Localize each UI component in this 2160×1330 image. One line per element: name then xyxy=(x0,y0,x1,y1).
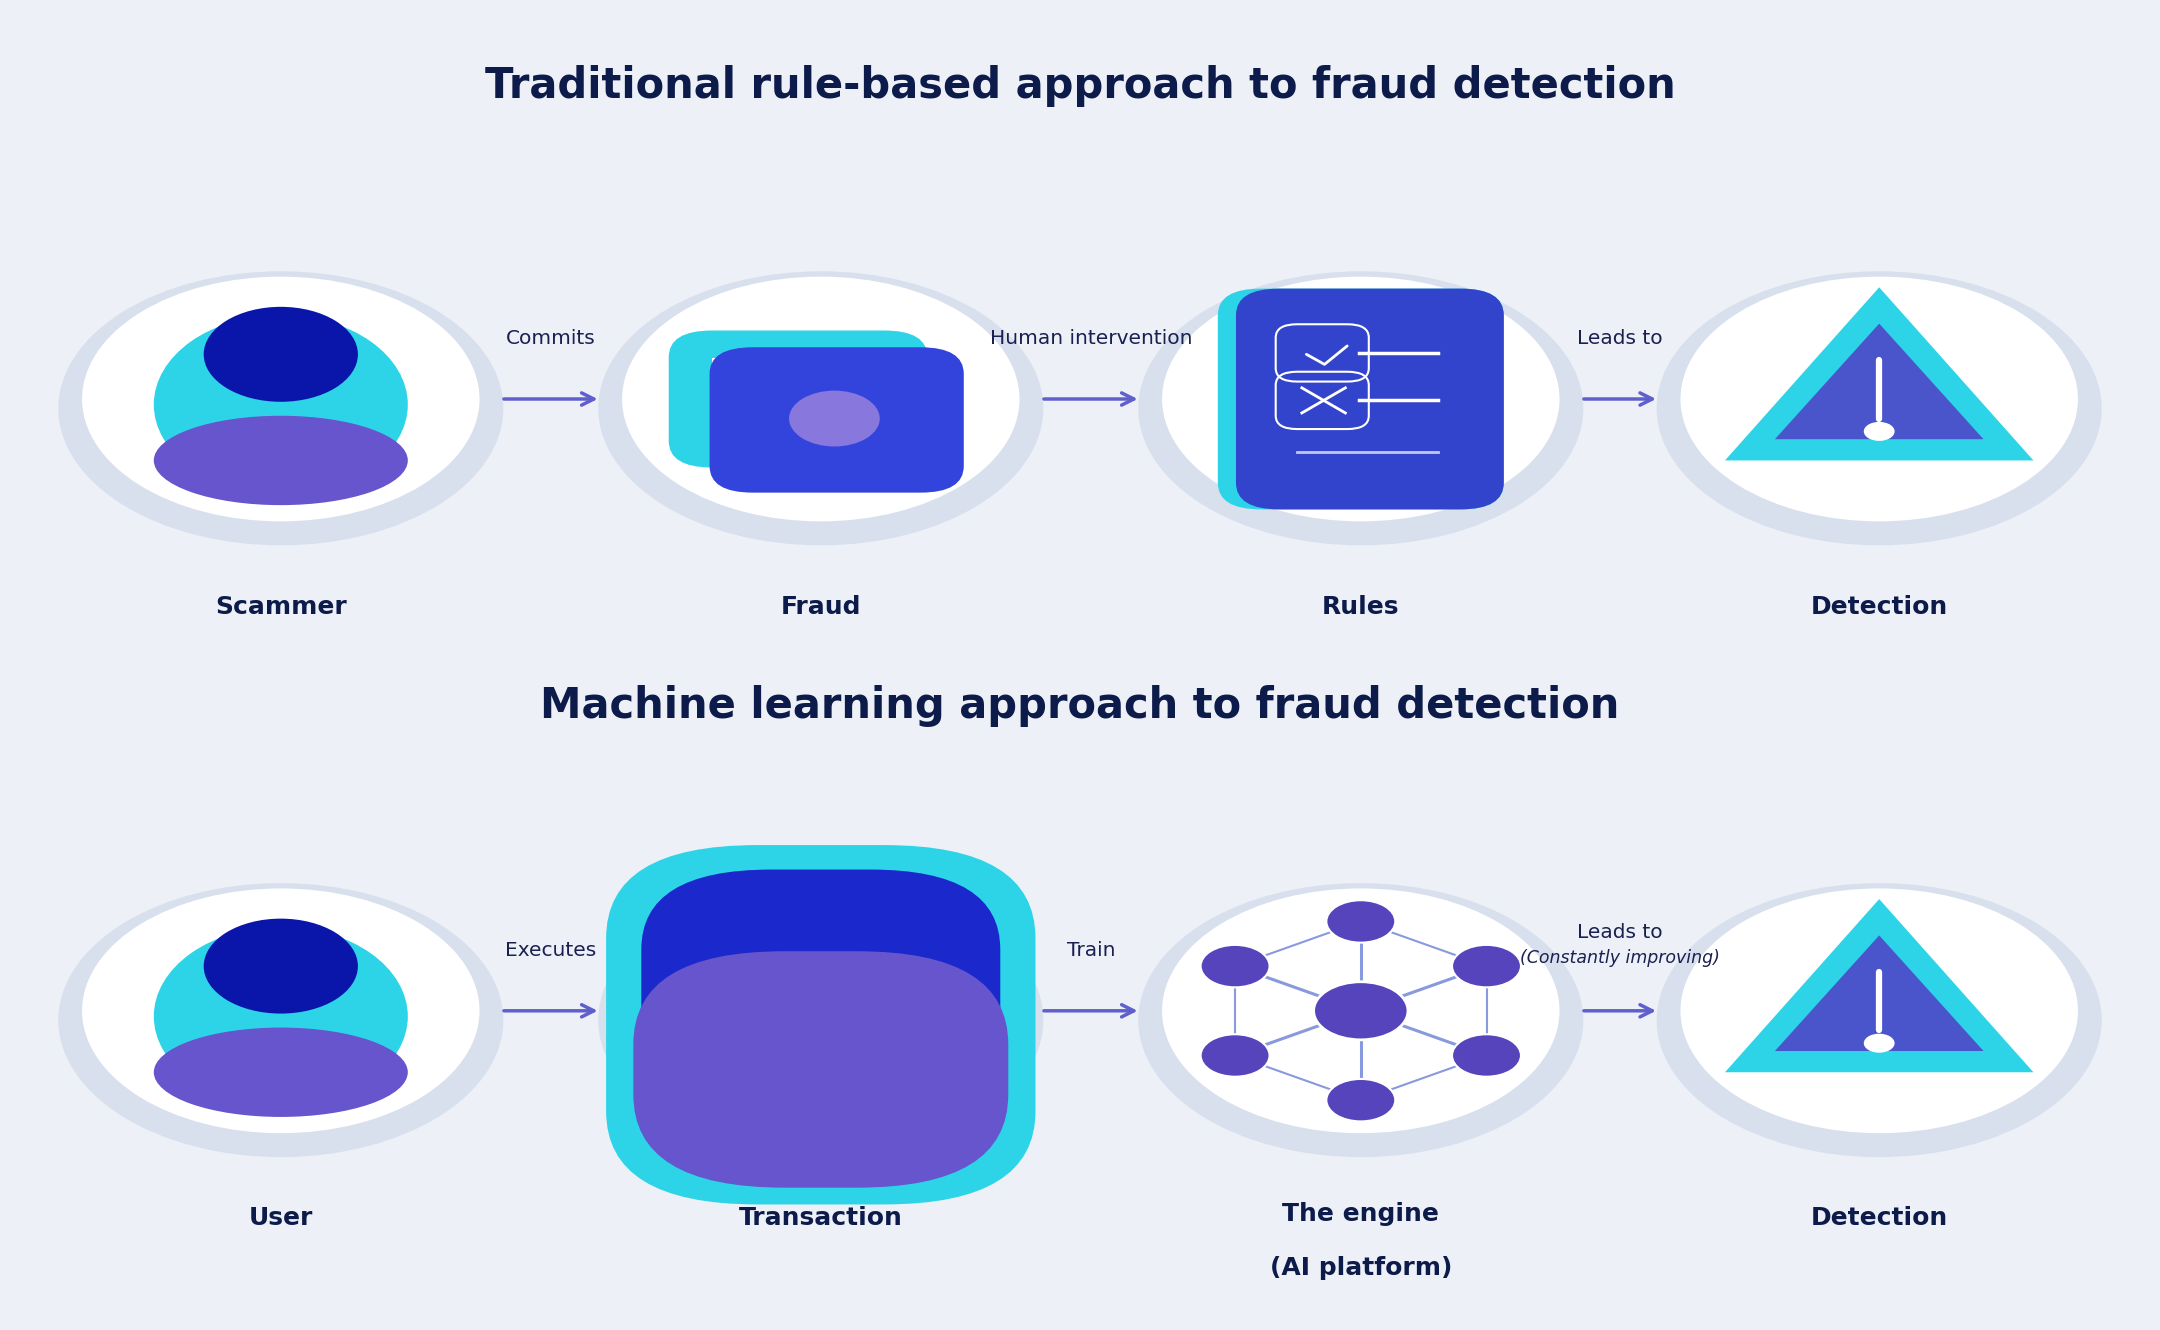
FancyBboxPatch shape xyxy=(713,358,883,379)
Circle shape xyxy=(1162,888,1560,1133)
Circle shape xyxy=(1201,944,1270,987)
FancyBboxPatch shape xyxy=(708,347,963,492)
Circle shape xyxy=(1162,277,1560,521)
Ellipse shape xyxy=(153,416,408,505)
Text: Scammer: Scammer xyxy=(216,595,346,618)
FancyBboxPatch shape xyxy=(1261,295,1493,503)
Text: (AI platform): (AI platform) xyxy=(1270,1256,1452,1279)
Circle shape xyxy=(1326,900,1395,943)
Circle shape xyxy=(1138,883,1583,1157)
Circle shape xyxy=(1864,1033,1894,1053)
Circle shape xyxy=(1680,888,2078,1133)
Polygon shape xyxy=(1776,935,1983,1051)
Polygon shape xyxy=(1726,899,2033,1072)
Text: Commits: Commits xyxy=(505,330,596,348)
Circle shape xyxy=(203,919,359,1013)
Text: User: User xyxy=(248,1206,313,1230)
Circle shape xyxy=(622,277,1020,521)
Circle shape xyxy=(1452,944,1521,987)
FancyBboxPatch shape xyxy=(607,845,1035,1205)
FancyBboxPatch shape xyxy=(1229,295,1344,503)
Circle shape xyxy=(1680,277,2078,521)
Text: Detection: Detection xyxy=(1810,1206,1948,1230)
Text: Train: Train xyxy=(1067,942,1115,960)
Circle shape xyxy=(1657,883,2102,1157)
Text: Leads to: Leads to xyxy=(1577,330,1663,348)
FancyBboxPatch shape xyxy=(1236,289,1503,509)
Text: Leads to: Leads to xyxy=(1577,923,1663,942)
Text: Transaction: Transaction xyxy=(739,1206,903,1230)
Circle shape xyxy=(1138,271,1583,545)
FancyBboxPatch shape xyxy=(1218,289,1503,509)
Circle shape xyxy=(1864,422,1894,442)
Text: (Constantly improving): (Constantly improving) xyxy=(1521,948,1719,967)
Ellipse shape xyxy=(153,927,408,1105)
Ellipse shape xyxy=(153,315,408,493)
Circle shape xyxy=(82,888,480,1133)
Circle shape xyxy=(58,883,503,1157)
Text: Executes: Executes xyxy=(505,942,596,960)
Circle shape xyxy=(598,271,1043,545)
Circle shape xyxy=(622,888,1020,1133)
Circle shape xyxy=(598,883,1043,1157)
Ellipse shape xyxy=(153,1028,408,1117)
Circle shape xyxy=(58,271,503,545)
FancyBboxPatch shape xyxy=(642,870,1000,1182)
Circle shape xyxy=(1326,1079,1395,1121)
FancyBboxPatch shape xyxy=(670,331,927,468)
Text: Rules: Rules xyxy=(1322,595,1400,618)
Circle shape xyxy=(203,307,359,402)
Circle shape xyxy=(788,391,879,447)
Text: Machine learning approach to fraud detection: Machine learning approach to fraud detec… xyxy=(540,685,1620,728)
Text: Detection: Detection xyxy=(1810,595,1948,618)
Circle shape xyxy=(1452,1035,1521,1077)
Text: The engine: The engine xyxy=(1283,1202,1439,1226)
Text: Traditional rule-based approach to fraud detection: Traditional rule-based approach to fraud… xyxy=(484,65,1676,108)
FancyBboxPatch shape xyxy=(633,951,1009,1188)
Text: Fraud: Fraud xyxy=(780,595,862,618)
Polygon shape xyxy=(1726,287,2033,460)
Circle shape xyxy=(82,277,480,521)
Polygon shape xyxy=(1776,323,1983,439)
Text: Human intervention: Human intervention xyxy=(989,330,1192,348)
Circle shape xyxy=(1313,982,1408,1040)
Circle shape xyxy=(1657,271,2102,545)
Circle shape xyxy=(1201,1035,1270,1077)
